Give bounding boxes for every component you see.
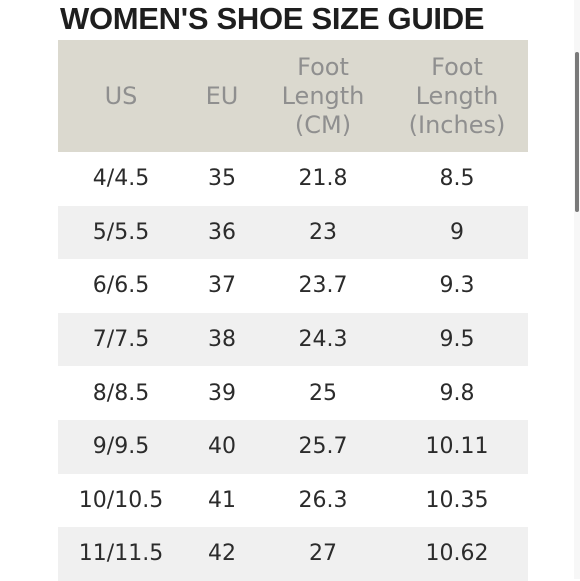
table-row: 11/11.5 42 27 10.62 (58, 527, 528, 581)
cell-eu: 42 (184, 527, 260, 581)
cell-eu: 36 (184, 205, 260, 260)
cell-eu: 41 (208, 487, 236, 513)
cell-cm: 23 (260, 205, 386, 260)
table-row: 5/5.5 36 23 9 (58, 205, 528, 260)
cell-inches: 9.8 (439, 380, 475, 406)
cell-cm: 26.3 (298, 487, 348, 513)
cell-inches: 10.62 (386, 527, 528, 581)
cell-cm: 27 (260, 527, 386, 581)
cell-us: 6/6.5 (92, 273, 150, 299)
cell-us: 4/4.5 (92, 166, 150, 192)
cell-cm: 23.7 (298, 273, 348, 299)
cell-eu: 35 (208, 166, 236, 192)
cell-cm: 25 (309, 380, 337, 406)
cell-cm: 24.3 (260, 312, 386, 367)
table-row: 4/4.5 35 21.8 8.5 (58, 152, 528, 206)
cell-cm: 25.7 (260, 419, 386, 474)
table-row: 10/10.5 41 26.3 10.35 (58, 474, 528, 528)
header-foot-length-cm: Foot Length (CM) (260, 40, 386, 152)
cell-inches: 9 (386, 205, 528, 260)
header-eu: EU (184, 40, 260, 152)
cell-inches: 10.35 (425, 487, 489, 513)
cell-us: 9/9.5 (58, 419, 184, 474)
table-row: 7/7.5 38 24.3 9.5 (58, 312, 528, 367)
cell-eu: 38 (184, 312, 260, 367)
cell-inches: 10.11 (386, 419, 528, 474)
table-row: 8/8.5 39 25 9.8 (58, 366, 528, 420)
cell-eu: 40 (184, 419, 260, 474)
cell-cm: 21.8 (298, 166, 348, 192)
cell-us: 8/8.5 (92, 380, 150, 406)
cell-us: 10/10.5 (78, 487, 164, 513)
cell-inches: 9.5 (386, 312, 528, 367)
scrollbar-thumb[interactable] (575, 52, 579, 212)
header-foot-length-inches: Foot Length (Inches) (386, 40, 528, 152)
cell-inches: 9.3 (439, 273, 475, 299)
table-row: 9/9.5 40 25.7 10.11 (58, 419, 528, 474)
cell-us: 11/11.5 (58, 527, 184, 581)
table-row: 6/6.5 37 23.7 9.3 (58, 259, 528, 313)
cell-inches: 8.5 (439, 166, 475, 192)
scrollbar-track[interactable] (574, 0, 580, 579)
header-us: US (58, 40, 184, 152)
cell-us: 7/7.5 (58, 312, 184, 367)
table-header-row: US EU Foot Length (CM) Foot Length (Inch… (58, 40, 528, 152)
shoe-size-table: US EU Foot Length (CM) Foot Length (Inch… (58, 40, 528, 581)
cell-eu: 37 (208, 273, 236, 299)
cell-us: 5/5.5 (58, 205, 184, 260)
page-title: WOMEN'S SHOE SIZE GUIDE (60, 1, 485, 36)
cell-eu: 39 (208, 380, 236, 406)
